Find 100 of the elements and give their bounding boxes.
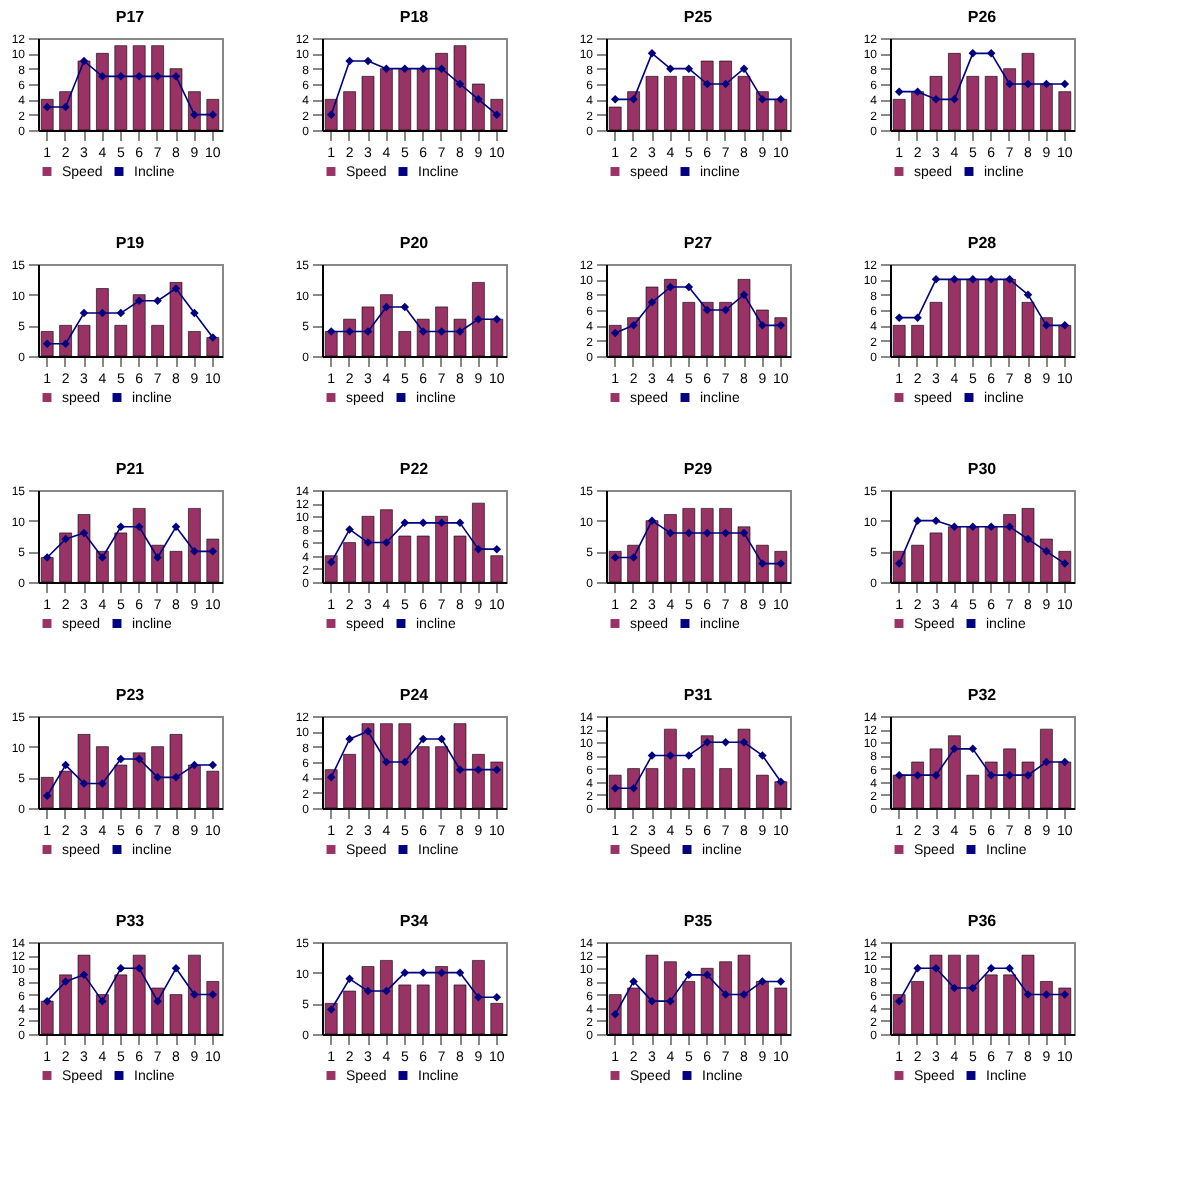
point — [776, 321, 786, 330]
point — [134, 72, 144, 81]
point — [758, 559, 767, 568]
point — [684, 970, 694, 980]
chart-title: P27 — [683, 234, 714, 252]
point — [629, 321, 638, 330]
point — [492, 544, 502, 554]
point — [1023, 79, 1033, 89]
point — [492, 765, 502, 774]
point — [986, 49, 996, 58]
point — [400, 968, 410, 977]
point — [739, 528, 749, 538]
chart-title: P31 — [683, 686, 714, 704]
point — [968, 744, 978, 754]
point — [437, 968, 446, 977]
point — [721, 738, 730, 747]
point — [153, 553, 162, 562]
point — [345, 327, 354, 336]
point — [208, 333, 218, 342]
point — [702, 528, 712, 538]
point — [116, 308, 126, 318]
point — [629, 95, 638, 104]
point — [79, 970, 89, 980]
point — [42, 102, 52, 112]
point — [134, 964, 144, 973]
point — [913, 964, 922, 973]
point — [702, 305, 712, 315]
point — [190, 990, 199, 999]
point — [363, 986, 373, 996]
point — [363, 56, 373, 66]
chart-title: P21 — [115, 460, 146, 478]
chart-title: P22 — [399, 460, 430, 478]
point — [1042, 321, 1051, 330]
point — [776, 777, 786, 786]
point — [986, 275, 996, 284]
point — [345, 525, 354, 534]
point — [153, 296, 162, 306]
chart-title: P19 — [115, 234, 146, 252]
point — [1060, 79, 1070, 89]
point — [190, 547, 199, 556]
point — [1005, 964, 1014, 973]
point — [913, 313, 922, 322]
point — [437, 64, 446, 73]
point — [474, 95, 483, 104]
point — [702, 738, 712, 747]
point — [629, 553, 638, 562]
point — [400, 302, 410, 312]
chart-title: P29 — [683, 460, 714, 478]
point — [1060, 321, 1070, 330]
point — [666, 64, 675, 73]
point — [666, 751, 675, 760]
point — [894, 313, 904, 322]
point — [758, 95, 767, 104]
point — [42, 996, 52, 1006]
point — [986, 964, 996, 973]
point — [1042, 990, 1051, 999]
point — [492, 992, 502, 1002]
point — [326, 558, 336, 567]
point — [382, 538, 391, 547]
point — [1023, 534, 1033, 544]
chart-title: P28 — [967, 234, 998, 252]
point — [208, 547, 218, 556]
point — [79, 308, 89, 318]
point — [758, 321, 767, 330]
point — [610, 95, 620, 104]
point — [950, 275, 959, 284]
point — [208, 760, 218, 770]
point — [382, 64, 391, 73]
point — [931, 770, 941, 780]
point — [98, 779, 107, 788]
chart-title: P35 — [683, 912, 714, 930]
point — [116, 754, 126, 764]
point — [418, 518, 428, 528]
point — [950, 95, 959, 104]
point — [721, 990, 730, 999]
point — [684, 64, 694, 73]
point — [702, 970, 712, 980]
point — [400, 757, 410, 767]
point — [894, 996, 904, 1006]
chart-title: P17 — [115, 8, 146, 26]
chart-title: P33 — [115, 912, 146, 930]
point — [474, 992, 483, 1002]
point — [1060, 990, 1070, 999]
point — [418, 64, 428, 73]
point — [647, 996, 657, 1006]
point — [98, 553, 107, 562]
point — [400, 64, 410, 73]
chart-title: P25 — [683, 8, 714, 26]
point — [116, 964, 126, 973]
chart-title: P24 — [399, 686, 430, 704]
point — [153, 773, 162, 782]
point — [208, 990, 218, 999]
point — [986, 522, 996, 532]
point — [455, 518, 465, 528]
point — [1042, 547, 1051, 556]
point — [968, 983, 978, 993]
point — [79, 56, 89, 66]
point — [950, 522, 959, 532]
chart-title: P36 — [967, 912, 998, 930]
chart-title: P18 — [399, 8, 430, 26]
